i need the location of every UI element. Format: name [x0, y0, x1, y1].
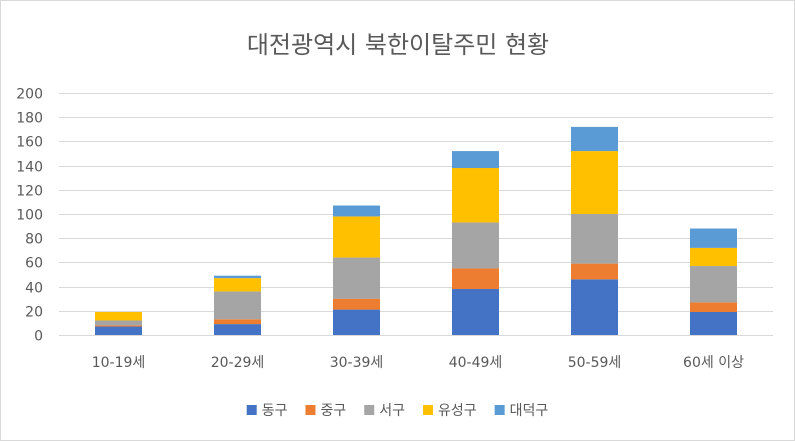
bar-segment-유성구-10-19세: [95, 312, 142, 321]
y-tick-label: 100: [16, 208, 43, 224]
bar-segment-서구-20-29세: [214, 291, 261, 320]
y-tick-label: 40: [25, 281, 43, 297]
bar-segment-대덕구-50-59세: [571, 126, 618, 152]
x-axis-ticks: 10-19세 20-29세 30-39세 40-49세 50-59세 60세 이상: [92, 355, 744, 371]
y-tick-label: 200: [16, 87, 43, 103]
y-tick-label: 80: [25, 232, 43, 248]
bar-segment-중구-20-29세: [214, 319, 261, 325]
bar-segment-유성구-20-29세: [214, 278, 261, 292]
gridlines: [59, 93, 773, 336]
bar-segment-중구-50-59세: [571, 263, 618, 280]
y-tick-label: 0: [34, 329, 43, 345]
bar-segment-유성구-50-59세: [571, 151, 618, 214]
y-tick-label: 20: [25, 305, 43, 321]
legend-label: 동구: [262, 403, 288, 419]
x-tick-label: 60세 이상: [683, 355, 744, 371]
bar-segment-중구-60세 이상: [690, 302, 737, 313]
bar-segment-대덕구-60세 이상: [690, 228, 737, 248]
bar-segment-유성구-60세 이상: [690, 247, 737, 267]
bar-segment-서구-50-59세: [571, 214, 618, 264]
bar-segment-대덕구-40-49세: [452, 151, 499, 169]
legend-swatch-대덕구: [494, 405, 505, 415]
x-tick-label: 30-39세: [330, 355, 384, 371]
y-tick-label: 120: [16, 184, 43, 200]
bar-segment-동구-20-29세: [214, 324, 261, 335]
bar-segment-동구-30-39세: [333, 309, 380, 335]
bars: [95, 126, 737, 335]
legend-label: 대덕구: [510, 403, 549, 419]
y-tick-label: 180: [16, 111, 43, 127]
bar-segment-서구-30-39세: [333, 257, 380, 299]
bar-segment-중구-30-39세: [333, 298, 380, 310]
legend-swatch-서구: [364, 405, 375, 415]
bar-segment-서구-60세 이상: [690, 266, 737, 303]
legend-swatch-유성구: [423, 405, 434, 415]
legend-swatch-중구: [305, 405, 316, 415]
bar-segment-대덕구-20-29세: [214, 275, 261, 279]
bar-segment-중구-10-19세: [95, 325, 142, 327]
bar-segment-유성구-40-49세: [452, 168, 499, 223]
legend-label: 서구: [379, 403, 405, 419]
bar-segment-서구-10-19세: [95, 320, 142, 326]
bar-segment-중구-40-49세: [452, 268, 499, 290]
bar-segment-동구-40-49세: [452, 289, 499, 335]
bar-segment-동구-50-59세: [571, 279, 618, 335]
legend-label: 중구: [320, 403, 346, 419]
bar-segment-동구-10-19세: [95, 326, 142, 335]
bar-segment-서구-40-49세: [452, 222, 499, 269]
x-tick-label: 10-19세: [92, 355, 146, 371]
y-tick-label: 160: [16, 135, 43, 151]
bar-segment-동구-60세 이상: [690, 312, 737, 335]
chart-title: 대전광역시 북한이탈주민 현황: [247, 31, 549, 59]
bar-segment-대덕구-30-39세: [333, 205, 380, 217]
legend-label: 유성구: [438, 403, 477, 419]
x-tick-label: 50-59세: [568, 355, 622, 371]
y-tick-label: 60: [25, 256, 43, 272]
x-tick-label: 40-49세: [449, 355, 503, 371]
y-axis-ticks: 0 20 40 60 80 100 120 140 160 180 200: [16, 87, 43, 345]
x-tick-label: 20-29세: [211, 355, 265, 371]
bar-segment-유성구-30-39세: [333, 216, 380, 258]
y-tick-label: 140: [16, 160, 43, 176]
legend: 동구 중구 서구 유성구 대덕구: [246, 403, 549, 419]
legend-swatch-동구: [246, 405, 257, 415]
